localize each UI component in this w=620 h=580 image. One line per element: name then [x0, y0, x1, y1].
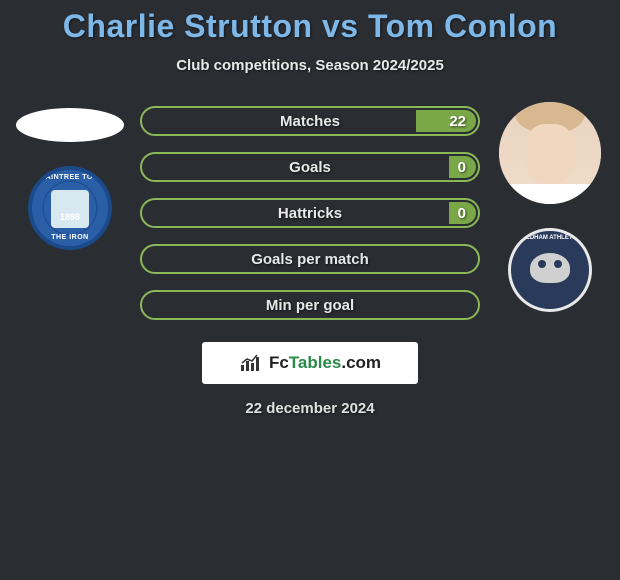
stat-label: Goals [289, 159, 331, 176]
brand-main: Tables [289, 353, 342, 372]
stat-val-right: 22 [449, 113, 466, 130]
stat-label: Hattricks [278, 205, 342, 222]
stat-row-min-per-goal: Min per goal [140, 290, 480, 320]
chart-icon [239, 353, 263, 373]
comparison-area: BRAINTREE TOWN THE IRON Matches 22 Goals… [0, 102, 620, 320]
date-text: 22 december 2024 [0, 400, 620, 417]
stat-label: Min per goal [266, 297, 354, 314]
subtitle: Club competitions, Season 2024/2025 [0, 57, 620, 74]
player1-avatar [16, 108, 124, 142]
brand-text: FcTables.com [269, 353, 381, 373]
title-player2: Tom Conlon [368, 8, 557, 44]
stat-val-right: 0 [458, 159, 466, 176]
stat-row-matches: Matches 22 [140, 106, 480, 136]
title-vs: vs [322, 8, 359, 44]
stat-bars: Matches 22 Goals 0 Hattricks 0 Goals per… [140, 106, 480, 320]
badge1-top: BRAINTREE TOWN [34, 174, 105, 181]
stat-val-right: 0 [458, 205, 466, 222]
right-column: OLDHAM ATHLETIC [490, 102, 610, 312]
bar-fill [416, 110, 476, 132]
player2-avatar [499, 102, 601, 204]
brand-suffix: .com [341, 353, 381, 372]
title-player1: Charlie Strutton [63, 8, 313, 44]
badge1-bot: THE IRON [51, 234, 88, 241]
owl-icon [525, 245, 575, 295]
stat-row-goals-per-match: Goals per match [140, 244, 480, 274]
branding-box[interactable]: FcTables.com [202, 342, 418, 384]
stat-label: Matches [280, 113, 340, 130]
left-column: BRAINTREE TOWN THE IRON [10, 102, 130, 250]
player2-club-badge: OLDHAM ATHLETIC [508, 228, 592, 312]
player2-face [499, 102, 601, 204]
badge2-top: OLDHAM ATHLETIC [522, 235, 579, 241]
player1-club-badge: BRAINTREE TOWN THE IRON [28, 166, 112, 250]
page-title: Charlie Strutton vs Tom Conlon [0, 0, 620, 45]
stat-label: Goals per match [251, 251, 369, 268]
stat-row-goals: Goals 0 [140, 152, 480, 182]
stat-row-hattricks: Hattricks 0 [140, 198, 480, 228]
brand-pre: Fc [269, 353, 289, 372]
